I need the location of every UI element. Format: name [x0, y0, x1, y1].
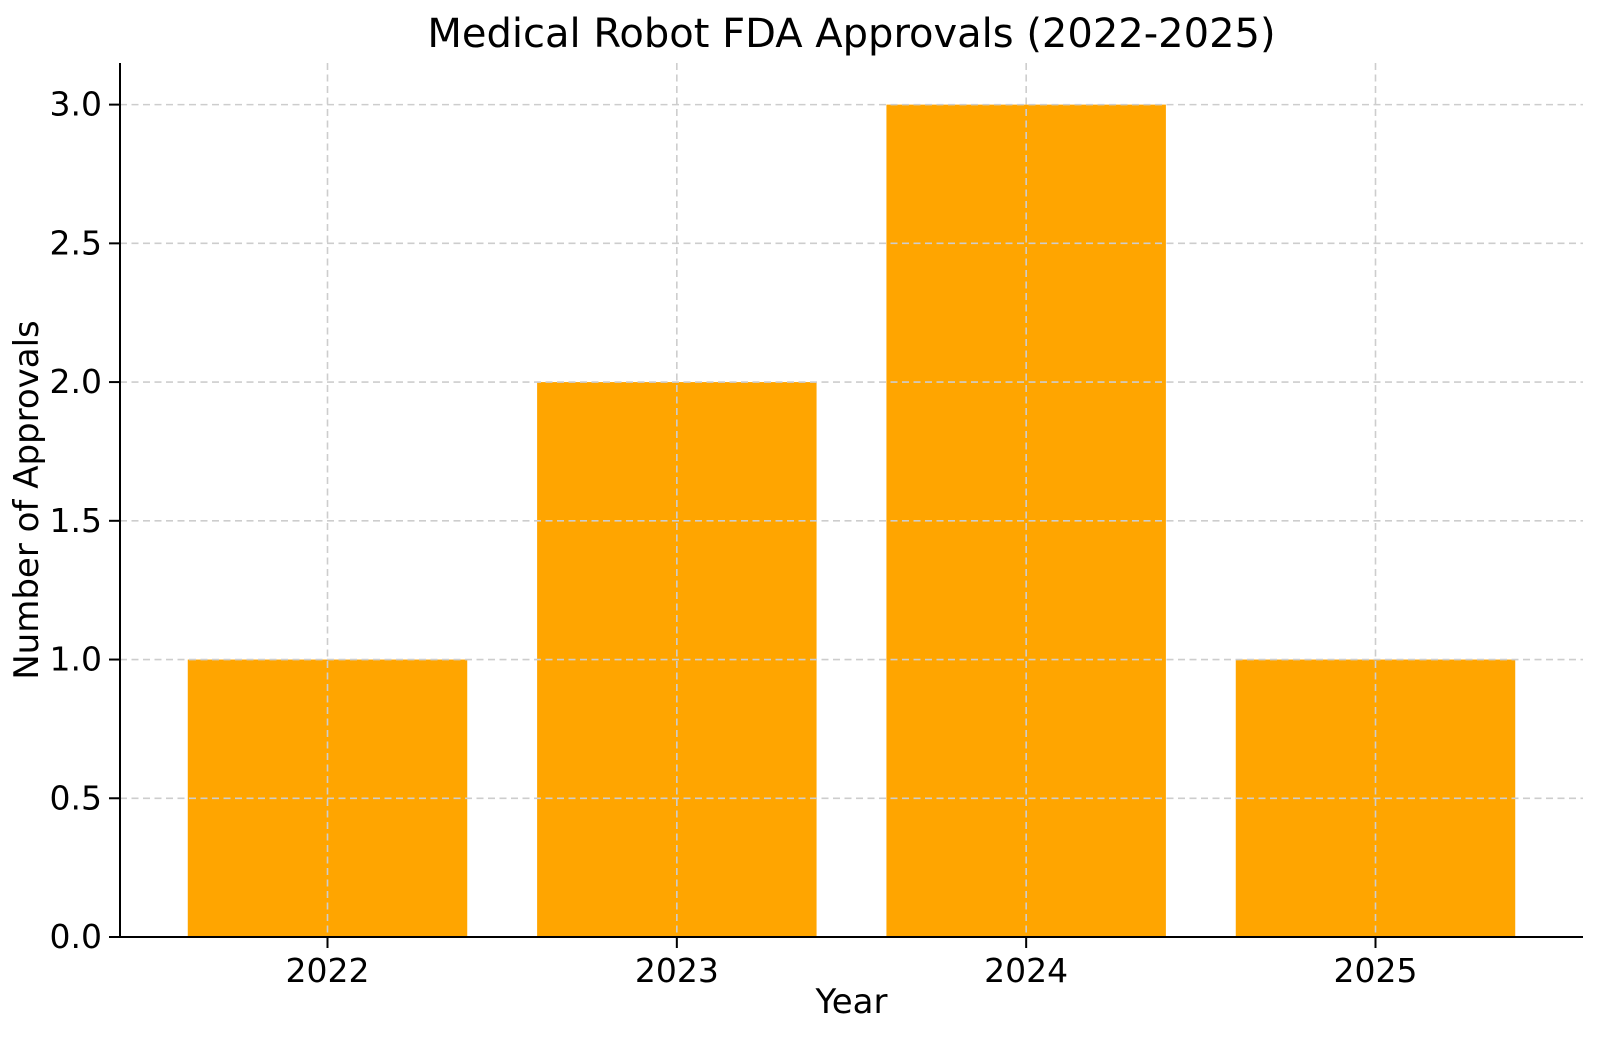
chart-title: Medical Robot FDA Approvals (2022-2025)	[427, 11, 1275, 57]
y-tick-label: 2.5	[50, 223, 102, 262]
bar-2024	[886, 104, 1166, 938]
x-tick-label: 2022	[286, 951, 370, 990]
y-tick-label: 1.5	[50, 501, 102, 540]
y-tick-label: 0.5	[50, 778, 102, 817]
x-tick-label: 2024	[984, 951, 1068, 990]
y-tick-label: 1.0	[50, 640, 102, 679]
x-axis-label: Year	[815, 982, 888, 1022]
axes-layer	[109, 63, 1583, 948]
x-tick-label: 2023	[635, 951, 719, 990]
x-tick-label: 2025	[1334, 951, 1418, 990]
y-tick-label: 0.0	[50, 917, 102, 956]
tick-labels-layer: 0.0 0.5 1.0 1.5 2.0 2.5 3.0 2022 2023 2024 2025	[50, 85, 1418, 990]
y-axis-label: Number of Approvals	[7, 320, 47, 680]
y-tick-label: 3.0	[50, 85, 102, 124]
y-tick-label: 2.0	[50, 362, 102, 401]
